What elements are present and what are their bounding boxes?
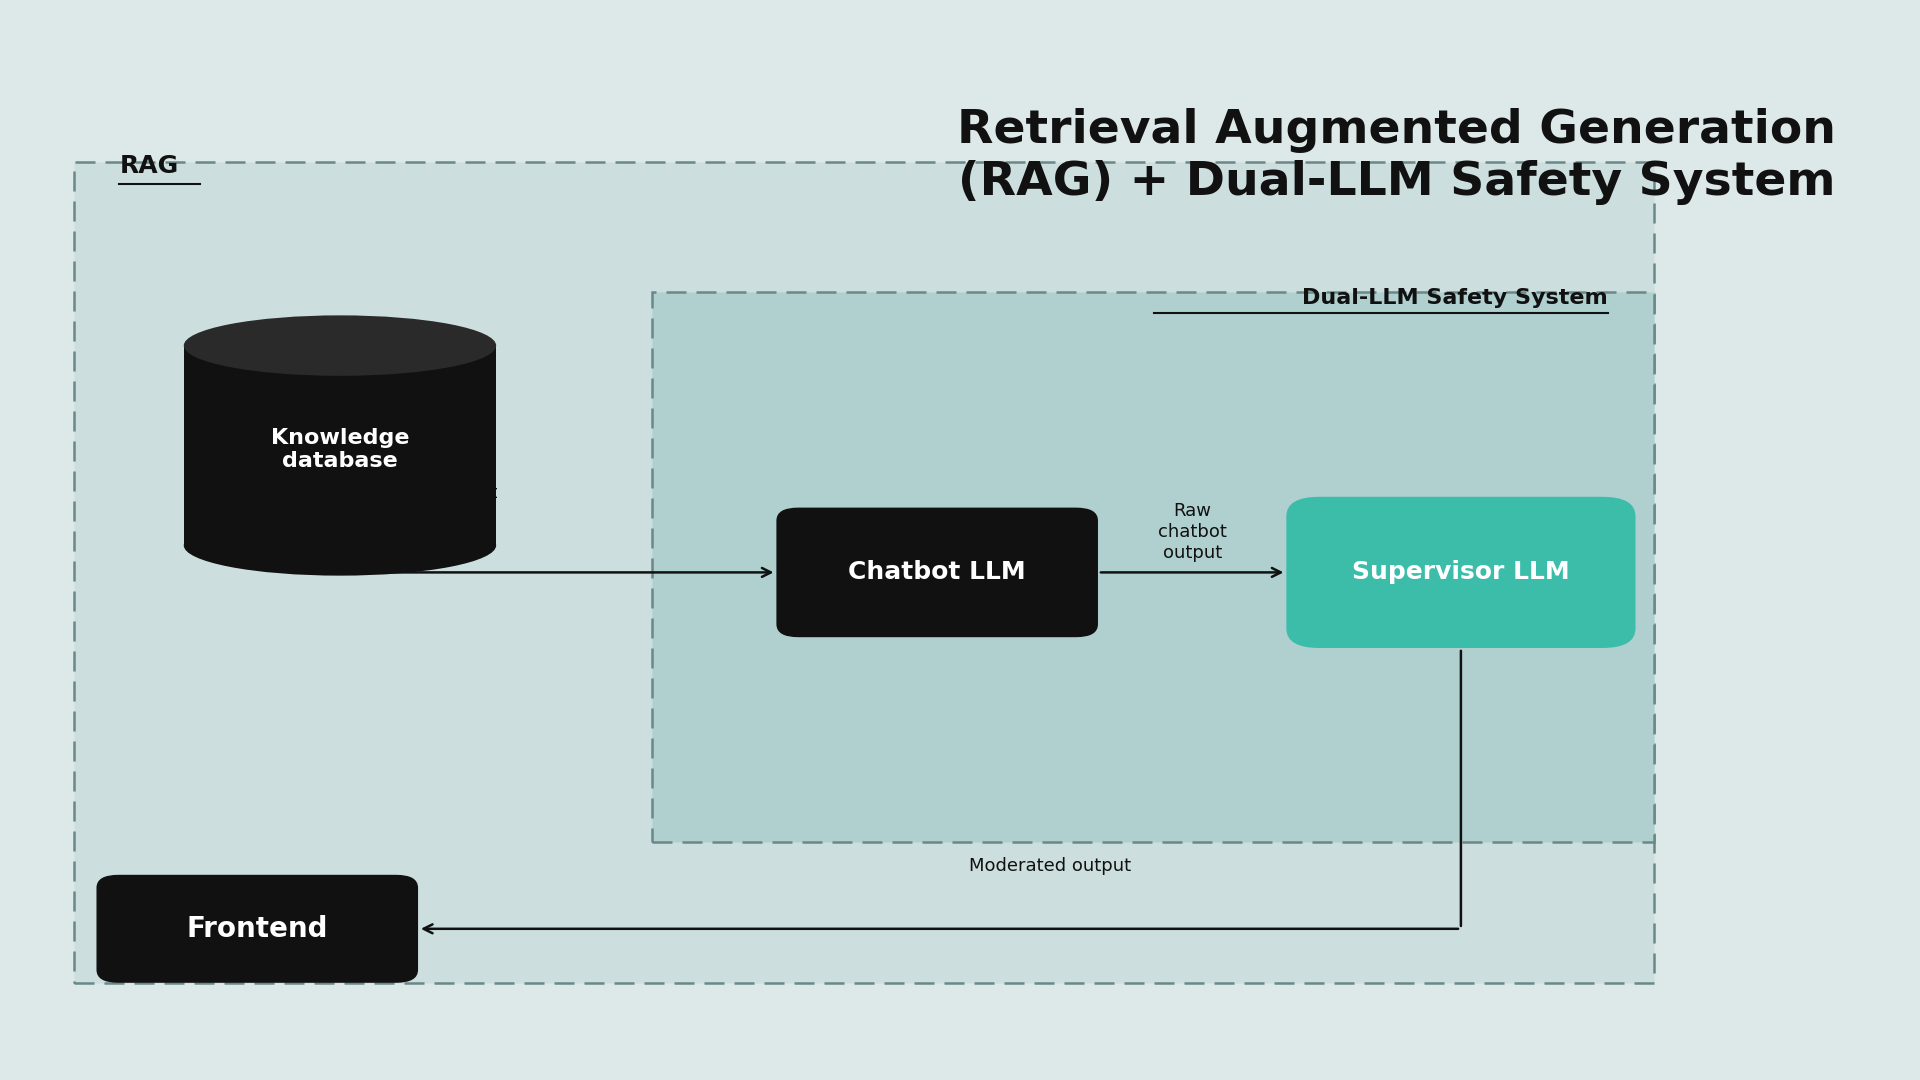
Text: Knowledge
database: Knowledge database (271, 428, 409, 471)
FancyBboxPatch shape (1286, 497, 1636, 648)
Text: Chatbot LLM: Chatbot LLM (849, 561, 1025, 584)
FancyBboxPatch shape (184, 346, 495, 545)
Text: Raw
chatbot
output: Raw chatbot output (1158, 502, 1227, 562)
Text: User input: User input (403, 484, 497, 502)
FancyBboxPatch shape (776, 508, 1098, 637)
FancyBboxPatch shape (653, 292, 1653, 842)
Text: Retrieval Augmented Generation
(RAG) + Dual-LLM Safety System: Retrieval Augmented Generation (RAG) + D… (956, 108, 1836, 205)
Ellipse shape (184, 315, 495, 376)
Text: Moderated output: Moderated output (970, 856, 1131, 875)
Text: RAG: RAG (119, 154, 179, 178)
Ellipse shape (184, 515, 495, 576)
FancyBboxPatch shape (73, 162, 1653, 983)
Text: Frontend: Frontend (186, 915, 328, 943)
Text: Supervisor LLM: Supervisor LLM (1352, 561, 1571, 584)
FancyBboxPatch shape (96, 875, 419, 983)
Text: Dual-LLM Safety System: Dual-LLM Safety System (1302, 287, 1607, 308)
